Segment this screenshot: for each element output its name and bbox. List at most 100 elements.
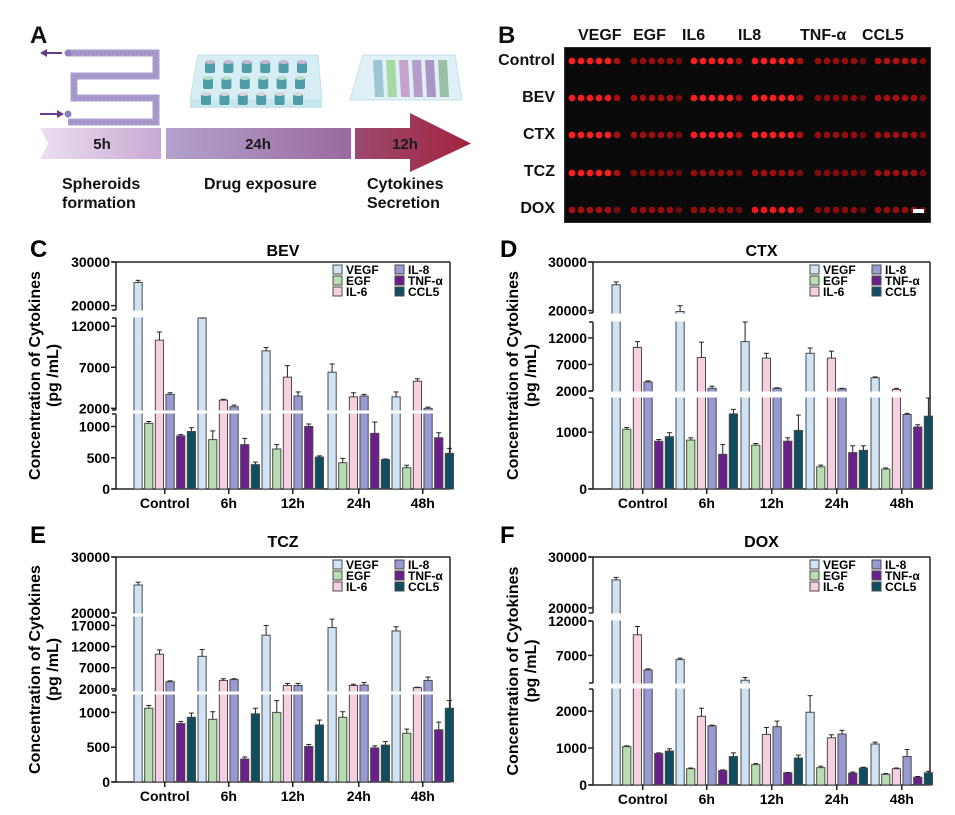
array-spot [919, 169, 927, 177]
array-spot [859, 94, 867, 102]
x-tick-label: 12h [281, 788, 305, 804]
array-spot [577, 169, 585, 177]
bar-egf [686, 768, 696, 786]
bar-ccl5 [923, 415, 933, 490]
array-spot [778, 169, 786, 177]
array-spot [778, 206, 786, 214]
legend-swatch [394, 581, 405, 592]
array-spot [910, 57, 918, 65]
duration-24h: 24h [245, 136, 271, 153]
array-spot [778, 94, 786, 102]
bar-tnf [913, 776, 923, 786]
array-spot [778, 131, 786, 139]
y-tick-label: 30000 [548, 254, 587, 270]
legend-label: VEGF [823, 558, 856, 572]
array-spot [630, 206, 638, 214]
array-spot [787, 206, 795, 214]
array-spot [639, 57, 647, 65]
bar-ccl5 [186, 716, 197, 783]
step-label-line: formation [62, 195, 136, 212]
array-spot [814, 57, 822, 65]
bar-tnf [240, 444, 250, 490]
array-spot [910, 169, 918, 177]
array-spot [690, 169, 698, 177]
array-spot [874, 94, 882, 102]
bar-il8 [643, 381, 653, 490]
well-icon [295, 78, 305, 89]
y-tick-label: 1000 [79, 704, 110, 720]
legend-swatch [394, 264, 405, 275]
y-tick-label: 7000 [556, 647, 587, 663]
array-spot [760, 131, 768, 139]
array-spot [604, 131, 612, 139]
bar-egf [816, 466, 826, 490]
legend-swatch [809, 275, 820, 286]
well-icon [223, 62, 234, 73]
array-strip [399, 60, 410, 97]
array-spot [751, 169, 759, 177]
array-spot [832, 206, 840, 214]
chart-title: TCZ [267, 534, 298, 551]
array-spot [814, 131, 822, 139]
y-tick-label: 0 [102, 481, 110, 497]
array-spot [859, 131, 867, 139]
panel-a-letter: A [30, 22, 48, 49]
array-spot [586, 94, 594, 102]
array-spot [699, 206, 707, 214]
array-spot [901, 206, 909, 214]
panel-letter: E [30, 522, 46, 549]
bar-tnf [718, 453, 728, 490]
array-spot [874, 57, 882, 65]
array-spot [613, 57, 621, 65]
legend-swatch [871, 559, 882, 570]
step-label-line: Cytokines [367, 176, 444, 193]
bar-vegf [391, 630, 401, 783]
bar-il8 [229, 679, 239, 783]
legend-swatch [809, 286, 820, 297]
array-spot [708, 94, 716, 102]
array-spot [717, 94, 725, 102]
array-spot [814, 169, 822, 177]
bar-vegf [675, 311, 685, 490]
axis-break-gap [594, 313, 929, 322]
array-spot [699, 94, 707, 102]
timeline-segment-5h [40, 128, 161, 159]
legend-swatch [871, 286, 882, 297]
array-spot [717, 169, 725, 177]
array-spot [666, 57, 674, 65]
array-spot [850, 169, 858, 177]
y-tick-label: 0 [579, 481, 587, 497]
array-spot [796, 94, 804, 102]
bar-il6 [348, 685, 359, 783]
array-spot [796, 169, 804, 177]
array-spot [717, 206, 725, 214]
microfluidic-chip-icon [40, 49, 160, 126]
bar-il8 [423, 679, 433, 783]
bar-il6 [696, 357, 707, 490]
duration-5h: 5h [93, 136, 111, 153]
array-spot [699, 131, 707, 139]
legend-swatch [332, 275, 343, 286]
bar-ccl5 [380, 459, 390, 490]
bar-egf [338, 716, 348, 783]
bar-il8 [707, 387, 717, 490]
array-spot [595, 57, 603, 65]
array-column-label: IL6 [682, 27, 706, 44]
bar-il6 [154, 339, 165, 490]
array-row-label: CTX [523, 126, 555, 143]
array-spot [604, 94, 612, 102]
legend-swatch [809, 581, 820, 592]
bar-egf [208, 718, 218, 783]
array-strip [425, 60, 436, 97]
array-spot [595, 206, 603, 214]
array-spot [841, 94, 849, 102]
array-spot [699, 169, 707, 177]
array-spot [751, 57, 759, 65]
y-tick-label: 20000 [548, 303, 587, 319]
array-spot [832, 131, 840, 139]
chart-title: CTX [746, 243, 778, 260]
bar-ccl5 [728, 413, 738, 490]
array-spot [874, 169, 882, 177]
array-spot [892, 206, 900, 214]
x-tick-label: 48h [890, 495, 914, 511]
